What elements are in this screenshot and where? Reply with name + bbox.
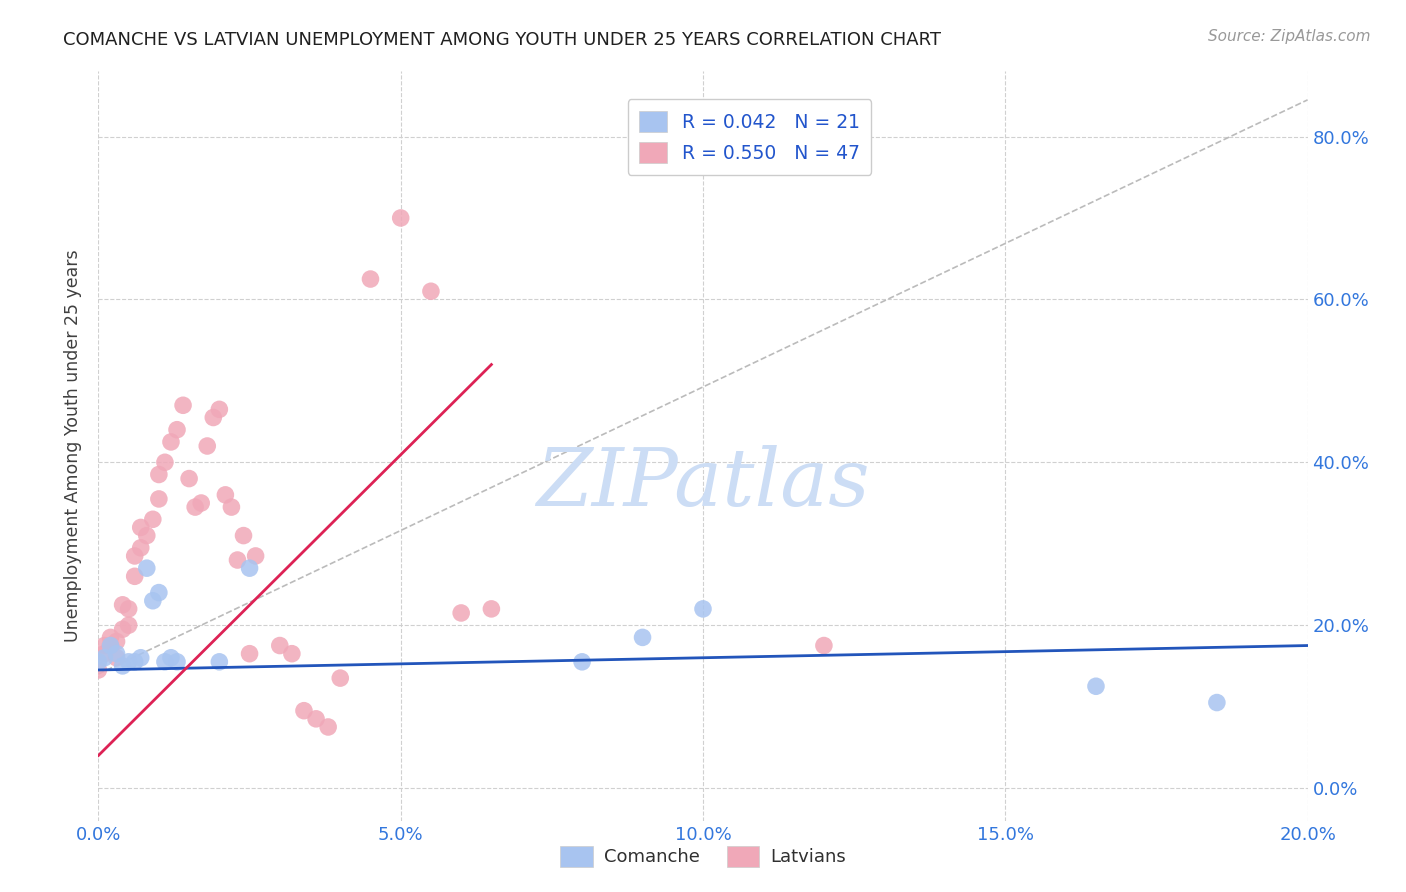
Point xyxy=(111,622,134,636)
Point xyxy=(93,639,115,653)
Point xyxy=(105,647,128,661)
Point xyxy=(124,655,146,669)
Point xyxy=(232,528,254,542)
Point xyxy=(172,398,194,412)
Point xyxy=(129,650,152,665)
Y-axis label: Unemployment Among Youth under 25 years: Unemployment Among Youth under 25 years xyxy=(65,250,83,642)
Point xyxy=(118,618,141,632)
Point xyxy=(100,631,122,645)
Point xyxy=(148,491,170,506)
Point xyxy=(1085,679,1108,693)
Point xyxy=(179,472,201,486)
Point xyxy=(142,593,165,607)
Point xyxy=(481,602,503,616)
Point xyxy=(208,655,231,669)
Point xyxy=(305,712,328,726)
Point xyxy=(631,631,654,645)
Point xyxy=(118,602,141,616)
Point xyxy=(239,647,262,661)
Point xyxy=(195,439,218,453)
Point xyxy=(269,639,291,653)
Point xyxy=(153,655,176,669)
Point xyxy=(118,655,141,669)
Point xyxy=(129,520,152,534)
Point xyxy=(153,455,176,469)
Point xyxy=(124,569,146,583)
Point xyxy=(142,512,165,526)
Text: ZIPatlas: ZIPatlas xyxy=(536,445,870,522)
Point xyxy=(105,634,128,648)
Point xyxy=(360,272,382,286)
Point xyxy=(208,402,231,417)
Point xyxy=(87,663,110,677)
Point xyxy=(148,585,170,599)
Point xyxy=(226,553,249,567)
Point xyxy=(813,639,835,653)
Point xyxy=(148,467,170,482)
Point xyxy=(135,528,157,542)
Point xyxy=(329,671,352,685)
Point xyxy=(111,659,134,673)
Point xyxy=(184,500,207,514)
Point xyxy=(166,655,188,669)
Point xyxy=(239,561,262,575)
Point xyxy=(111,598,134,612)
Text: Source: ZipAtlas.com: Source: ZipAtlas.com xyxy=(1208,29,1371,44)
Point xyxy=(281,647,304,661)
Point xyxy=(245,549,267,563)
Point xyxy=(93,647,115,661)
Point xyxy=(692,602,714,616)
Point xyxy=(202,410,225,425)
Point xyxy=(160,650,183,665)
Point xyxy=(450,606,472,620)
Point xyxy=(124,549,146,563)
Point xyxy=(389,211,412,225)
Point xyxy=(129,541,152,555)
Point xyxy=(221,500,243,514)
Point xyxy=(190,496,212,510)
Point xyxy=(160,434,183,449)
Point xyxy=(100,639,122,653)
Point xyxy=(87,655,110,669)
Point xyxy=(1206,696,1229,710)
Point xyxy=(571,655,593,669)
Point xyxy=(292,704,315,718)
Legend: R = 0.042   N = 21, R = 0.550   N = 47: R = 0.042 N = 21, R = 0.550 N = 47 xyxy=(627,100,872,175)
Point xyxy=(105,650,128,665)
Text: COMANCHE VS LATVIAN UNEMPLOYMENT AMONG YOUTH UNDER 25 YEARS CORRELATION CHART: COMANCHE VS LATVIAN UNEMPLOYMENT AMONG Y… xyxy=(63,31,941,49)
Point xyxy=(214,488,236,502)
Point xyxy=(100,639,122,653)
Point xyxy=(93,650,115,665)
Legend: Comanche, Latvians: Comanche, Latvians xyxy=(553,838,853,874)
Point xyxy=(166,423,188,437)
Point xyxy=(420,285,443,299)
Point xyxy=(316,720,339,734)
Point xyxy=(135,561,157,575)
